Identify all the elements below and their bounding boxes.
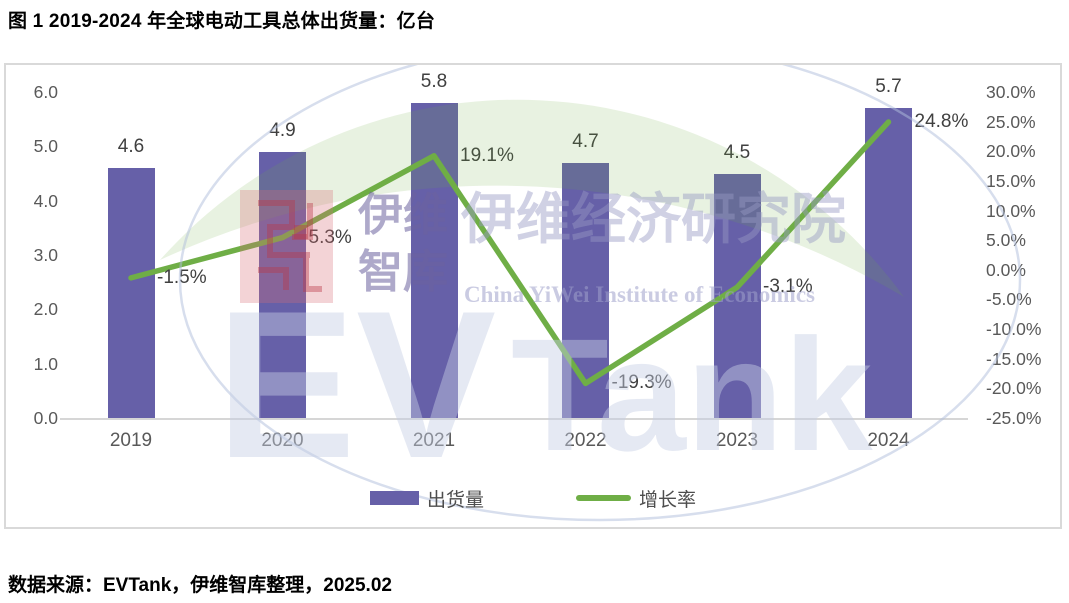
shipments-bar (107, 168, 155, 418)
x-axis-label: 2019 (109, 430, 153, 451)
right-axis-tick: -25.0% (986, 407, 1042, 428)
legend-item-growth: 增长率 (576, 485, 696, 512)
chart-area: 6.0 5.0 4.0 3.0 2.0 1.0 0.0 30.0% 25.0% 20.0% 15.0… (4, 63, 1062, 529)
shipments-bar (562, 162, 609, 418)
shipments-bar (410, 102, 458, 418)
left-axis-tick: 2.0 (33, 299, 58, 320)
chart-plot: 6.0 5.0 4.0 3.0 2.0 1.0 0.0 30.0% 25.0% 20.0% 15.0… (6, 65, 1060, 527)
right-axis-tick: -10.0% (986, 319, 1042, 340)
x-axis-label: 2024 (867, 430, 910, 451)
left-axis-tick: 4.0 (33, 190, 58, 211)
right-axis-tick: 5.0% (986, 230, 1026, 251)
growth-rate-label: 19.1% (460, 144, 514, 166)
right-axis-tick: -20.0% (986, 378, 1042, 399)
shipments-bar (259, 151, 306, 418)
x-axis-label: 2023 (715, 430, 759, 451)
figure-title: 图 1 2019-2024 年全球电动工具总体出货量：亿台 (8, 11, 436, 32)
right-axis-tick: 30.0% (986, 82, 1036, 102)
x-axis-label: 2022 (564, 430, 607, 451)
left-axis-tick: 0.0 (33, 407, 58, 428)
bar-value-label: 4.9 (269, 119, 296, 141)
right-axis-tick: -5.0% (986, 289, 1032, 310)
legend-line-label: 增长率 (639, 489, 697, 511)
bar-value-label: 4.6 (117, 136, 145, 158)
data-source-note: 数据来源：EVTank，伊维智库整理，2025.02 (8, 575, 392, 596)
bar-value-label: 4.7 (572, 130, 599, 152)
left-axis-tick: 6.0 (33, 82, 58, 102)
right-axis-tick: 15.0% (986, 170, 1036, 191)
growth-rate-label: -1.5% (157, 266, 207, 288)
legend-item-shipments: 出货量 (369, 485, 484, 512)
left-axis-tick: 3.0 (33, 244, 58, 265)
x-axis-line (60, 418, 968, 420)
growth-rate-label: 24.8% (914, 111, 969, 132)
legend-bar-label: 出货量 (426, 489, 484, 511)
chart-legend: 出货量 增长率 (6, 485, 1060, 512)
shipments-bar (865, 108, 912, 418)
growth-rate-label: -19.3% (611, 372, 672, 394)
right-axis-tick: -15.0% (986, 348, 1042, 369)
right-axis-tick: 20.0% (986, 141, 1036, 162)
legend-line-swatch (576, 495, 631, 501)
left-axis-tick: 1.0 (33, 353, 58, 374)
left-axis-tick: 5.0 (33, 136, 58, 157)
x-axis-label: 2020 (261, 430, 304, 451)
right-axis-tick: 0.0% (986, 259, 1026, 280)
right-axis-tick: 25.0% (986, 111, 1036, 132)
shipments-bar (713, 173, 761, 418)
x-axis-label: 2021 (412, 430, 456, 451)
bar-value-label: 5.8 (420, 70, 448, 92)
growth-rate-label: -3.1% (763, 276, 813, 298)
growth-rate-label: 5.3% (308, 226, 352, 248)
bar-value-label: 5.7 (875, 76, 902, 98)
bar-value-label: 4.5 (723, 141, 751, 163)
legend-bar-swatch (369, 491, 419, 505)
right-axis-tick: 10.0% (986, 200, 1036, 221)
